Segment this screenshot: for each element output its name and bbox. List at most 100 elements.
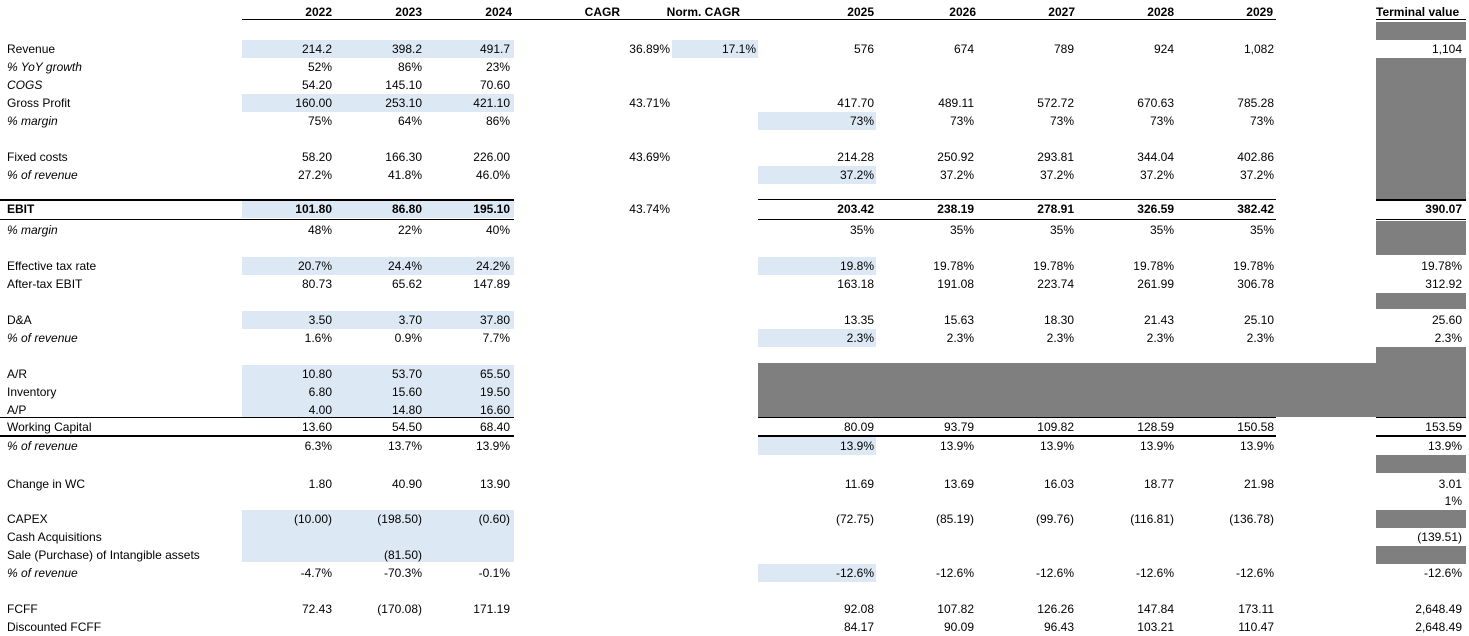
- ebit-top-border-forecast: [758, 199, 1276, 200]
- forecast-cell: 21.98: [1243, 477, 1274, 491]
- terminal-value-cell: [1376, 148, 1462, 166]
- forecast-cell: [1078, 546, 1174, 564]
- forecast-cell: 128.59: [1137, 420, 1174, 434]
- forecast-cell: 203.42: [837, 202, 874, 216]
- forecast-cell: [878, 383, 974, 401]
- historical-cell: (0.60): [478, 512, 510, 526]
- norm-cagr-cell: [672, 257, 756, 275]
- norm-cagr-cell: [672, 383, 756, 401]
- historical-cell: 68.40: [479, 420, 510, 434]
- historical-cell: 13.7%: [387, 439, 422, 453]
- row-label: % of revenue: [7, 168, 78, 182]
- forecast-cell: (85.19): [935, 512, 974, 526]
- forecast-cell: 344.04: [1137, 150, 1174, 164]
- forecast-cell: [878, 528, 974, 546]
- forecast-cell: 109.82: [1037, 420, 1074, 434]
- historical-cell: 37.80: [479, 313, 510, 327]
- cagr-cell: [560, 401, 670, 419]
- historical-cell: 40%: [485, 223, 510, 237]
- cagr-cell: [560, 618, 670, 636]
- cagr-cell: [560, 564, 670, 582]
- gray-block: [758, 363, 1466, 417]
- row-label: % of revenue: [7, 439, 78, 453]
- wc-bottom-border-tv: [1376, 435, 1466, 437]
- forecast-cell: (136.78): [1229, 512, 1274, 526]
- wc-bottom-border-forecast: [758, 435, 1276, 437]
- historical-cell: 491.7: [479, 42, 510, 56]
- forecast-cell: 250.92: [937, 150, 974, 164]
- forecast-cell: [758, 401, 874, 419]
- input-cell-fill: [242, 40, 514, 58]
- terminal-value-cell: [1376, 510, 1462, 528]
- forecast-cell: 80.09: [843, 420, 874, 434]
- forecast-cell: [758, 546, 874, 564]
- input-cell-fill: [758, 329, 876, 347]
- forecast-cell: 924: [1153, 42, 1174, 56]
- gray-block: [1376, 58, 1466, 200]
- forecast-cell: -12.6%: [1035, 566, 1074, 580]
- cagr-cell: [560, 546, 670, 564]
- forecast-cell: 19.78%: [933, 259, 974, 273]
- forecast-cell: (99.76): [1035, 512, 1074, 526]
- historical-cell: [422, 528, 510, 546]
- forecast-cell: 278.91: [1037, 202, 1074, 216]
- forecast-cell: 306.78: [1237, 277, 1274, 291]
- forecast-cell: [758, 528, 874, 546]
- forecast-cell: [1178, 401, 1274, 419]
- row-label: % margin: [7, 223, 58, 237]
- forecast-cell: [878, 58, 974, 76]
- historical-cell: -70.3%: [383, 566, 422, 580]
- terminal-value-cell: 1,104: [1431, 42, 1462, 56]
- forecast-cell: 674: [953, 42, 974, 56]
- forecast-cell: 13.9%: [1239, 439, 1274, 453]
- forecast-cell: 147.84: [1137, 602, 1174, 616]
- historical-cell: 4.00: [308, 403, 332, 417]
- input-cell-fill: [242, 94, 514, 112]
- forecast-cell: (72.75): [835, 512, 874, 526]
- row-label: % margin: [7, 114, 58, 128]
- historical-cell: 101.80: [295, 202, 332, 216]
- forecast-cell: [878, 546, 974, 564]
- header-terminal-value: Terminal value: [1376, 5, 1460, 19]
- forecast-cell: 37.2%: [939, 168, 974, 182]
- header-2027: 2027: [1048, 5, 1075, 19]
- forecast-cell: 150.58: [1237, 420, 1274, 434]
- input-cell-fill: [758, 564, 876, 582]
- forecast-cell: 789: [1053, 42, 1074, 56]
- historical-cell: 3.50: [308, 313, 332, 327]
- ebit-bottom-border-forecast: [758, 219, 1276, 220]
- forecast-cell: [758, 365, 874, 383]
- row-label: % of revenue: [7, 331, 78, 345]
- forecast-cell: 37.2%: [839, 168, 874, 182]
- forecast-cell: 73%: [949, 114, 974, 128]
- forecast-cell: [1078, 58, 1174, 76]
- input-cell-fill: [672, 40, 758, 58]
- forecast-cell: [1178, 365, 1274, 383]
- row-label: Change in WC: [7, 477, 86, 491]
- forecast-cell: 402.86: [1237, 150, 1274, 164]
- forecast-cell: 13.35: [843, 313, 874, 327]
- historical-cell: 65.50: [479, 367, 510, 381]
- forecast-cell: 126.26: [1037, 602, 1074, 616]
- forecast-cell: 13.9%: [839, 439, 874, 453]
- cagr-cell: 43.74%: [629, 202, 670, 216]
- historical-cell: 40.90: [391, 477, 422, 491]
- header-underline: [242, 19, 1276, 20]
- cagr-cell: [560, 475, 670, 493]
- historical-cell: 1.80: [308, 477, 332, 491]
- forecast-cell: 785.28: [1237, 96, 1274, 110]
- forecast-cell: 223.74: [1037, 277, 1074, 291]
- ebit-bottom-border-tv: [1376, 219, 1466, 220]
- historical-cell: 166.30: [385, 150, 422, 164]
- historical-cell: [242, 492, 332, 510]
- forecast-cell: (116.81): [1130, 512, 1174, 526]
- historical-cell: 86.80: [391, 202, 422, 216]
- forecast-cell: 191.08: [937, 277, 974, 291]
- terminal-value-cell: [1376, 112, 1462, 130]
- terminal-value-cell: 2,648.49: [1415, 620, 1462, 634]
- terminal-value-cell: 1%: [1444, 494, 1462, 508]
- historical-cell: 24.2%: [475, 259, 510, 273]
- historical-cell: [332, 492, 422, 510]
- forecast-cell: 103.21: [1137, 620, 1174, 634]
- norm-cagr-cell: [672, 564, 756, 582]
